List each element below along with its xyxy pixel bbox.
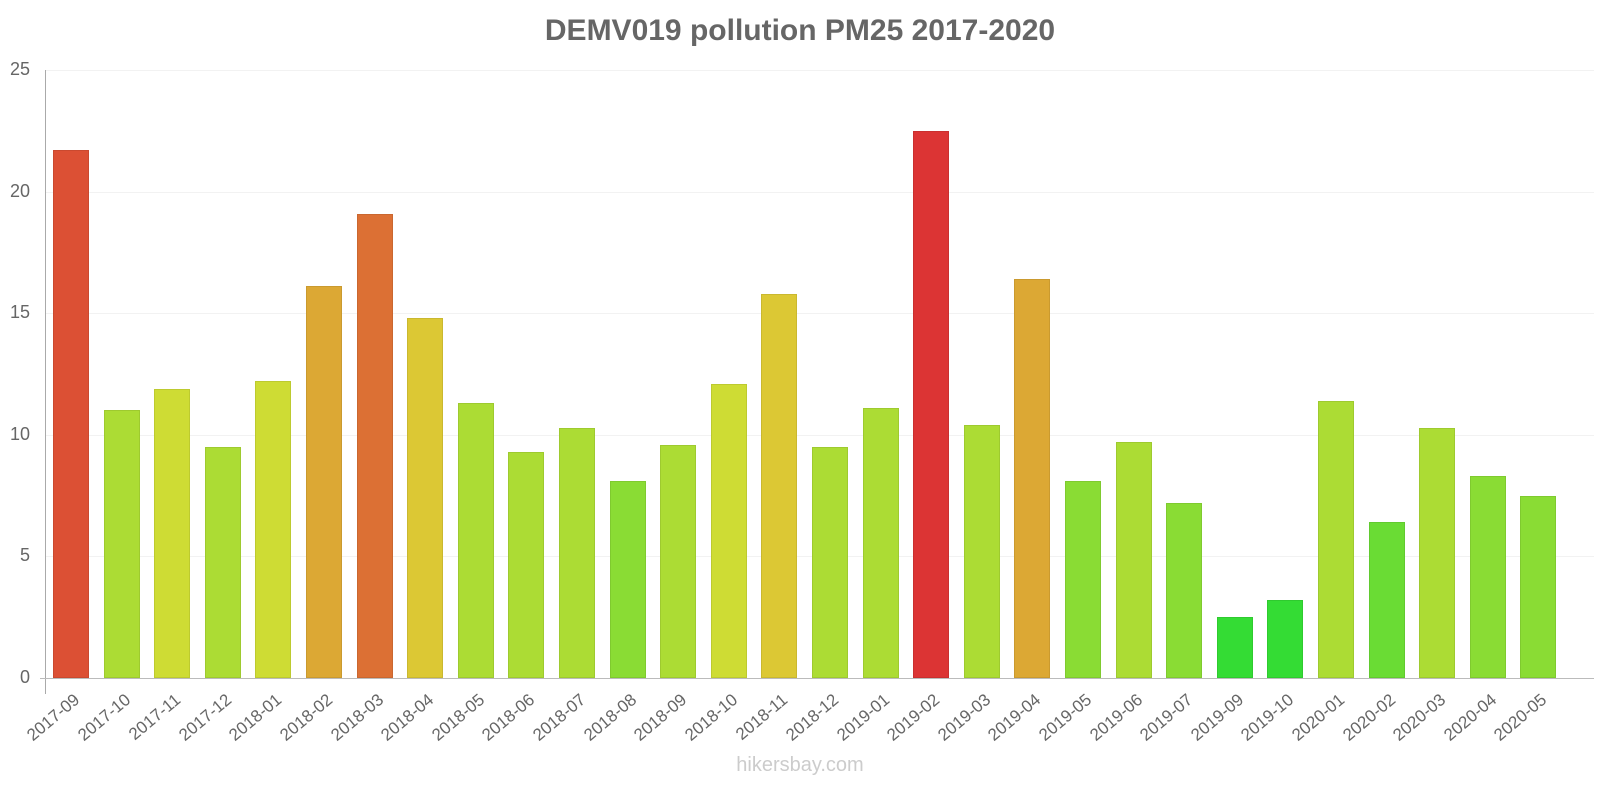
bar-2017-12[interactable] bbox=[204, 446, 241, 678]
gridline bbox=[46, 313, 1594, 315]
bar-2019-04[interactable] bbox=[1014, 279, 1051, 678]
bar-2020-01[interactable] bbox=[1318, 400, 1354, 678]
bar-2018-10[interactable] bbox=[710, 383, 747, 678]
y-tick-label: 5 bbox=[19, 545, 30, 566]
bar-2018-01[interactable] bbox=[255, 381, 292, 678]
bar-2018-08[interactable] bbox=[609, 481, 646, 678]
bar-2018-05[interactable] bbox=[457, 403, 494, 678]
gridline bbox=[46, 70, 1594, 71]
bar-2017-10[interactable] bbox=[103, 410, 140, 678]
bar-2019-07[interactable] bbox=[1166, 502, 1203, 678]
y-tick-label: 20 bbox=[9, 180, 30, 201]
bar-2019-09[interactable] bbox=[1216, 617, 1253, 678]
bar-2020-05[interactable] bbox=[1520, 495, 1557, 678]
bar-2019-03[interactable] bbox=[963, 425, 1000, 678]
bar-2020-04[interactable] bbox=[1469, 476, 1506, 678]
bar-2018-03[interactable] bbox=[356, 213, 393, 678]
bar-2019-02[interactable] bbox=[913, 130, 950, 678]
bar-2018-09[interactable] bbox=[660, 444, 697, 678]
bar-2018-07[interactable] bbox=[559, 427, 595, 678]
y-tick-label: 25 bbox=[9, 59, 30, 79]
watermark: hikersbay.com bbox=[736, 754, 864, 776]
bar-2019-06[interactable] bbox=[1115, 442, 1152, 678]
gridline bbox=[46, 434, 1594, 436]
bar-2018-11[interactable] bbox=[761, 293, 798, 678]
chart-title: DEMV019 pollution PM25 2017-2020 bbox=[544, 14, 1056, 47]
bar-2019-10[interactable] bbox=[1267, 600, 1304, 678]
bar-2018-12[interactable] bbox=[812, 446, 848, 678]
bar-2020-02[interactable] bbox=[1368, 522, 1405, 678]
bar-2018-04[interactable] bbox=[407, 318, 444, 678]
y-axis-line bbox=[45, 70, 46, 694]
bar-2019-01[interactable] bbox=[862, 408, 899, 678]
plot-area bbox=[46, 70, 1594, 678]
y-tick-label: 0 bbox=[19, 667, 30, 687]
y-tick-label: 15 bbox=[9, 302, 30, 323]
bar-2018-06[interactable] bbox=[508, 451, 545, 678]
bar-2018-02[interactable] bbox=[306, 286, 342, 678]
gridline bbox=[46, 191, 1594, 193]
bar-2017-09[interactable] bbox=[53, 150, 89, 678]
y-tick-label: 10 bbox=[9, 423, 30, 444]
bar-2017-11[interactable] bbox=[154, 388, 191, 678]
bar-2020-03[interactable] bbox=[1419, 427, 1456, 678]
bar-2019-05[interactable] bbox=[1065, 481, 1101, 678]
x-axis-line bbox=[40, 678, 1594, 679]
